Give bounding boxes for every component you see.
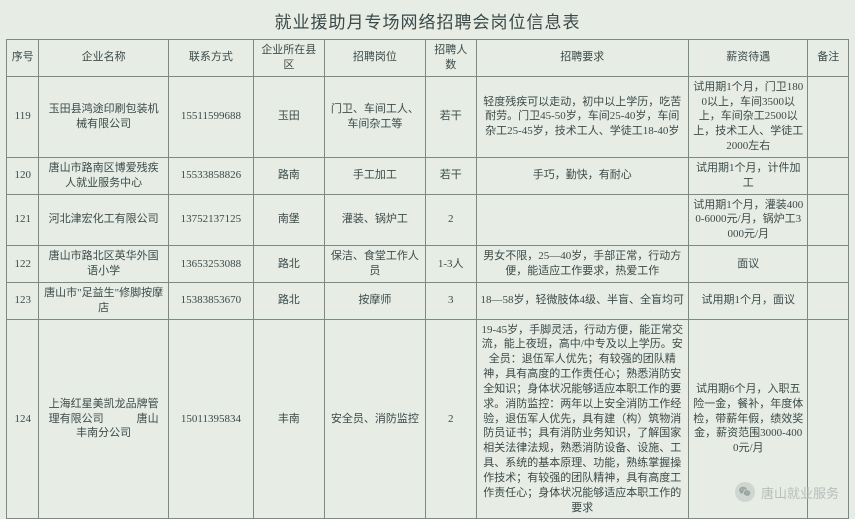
- cell-note: [808, 194, 849, 246]
- cell-note: [808, 157, 849, 194]
- page-title: 就业援助月专场网络招聘会岗位信息表: [6, 4, 849, 39]
- cell-idx: 119: [7, 76, 39, 157]
- cell-num: 2: [425, 319, 476, 519]
- watermark-text: 唐山就业服务: [761, 483, 839, 502]
- cell-sal: 面议: [689, 246, 808, 283]
- table-header-row: 序号 企业名称 联系方式 企业所在县区 招聘岗位 招聘人数 招聘要求 薪资待遇 …: [7, 40, 849, 77]
- cell-idx: 121: [7, 194, 39, 246]
- cell-area: 南堡: [253, 194, 324, 246]
- cell-num: 2: [425, 194, 476, 246]
- cell-phone: 15533858826: [168, 157, 253, 194]
- cell-pos: 安全员、消防监控: [324, 319, 425, 519]
- cell-req: 手巧，勤快，有耐心: [476, 157, 689, 194]
- cell-pos: 按摩师: [324, 282, 425, 319]
- cell-area: 路南: [253, 157, 324, 194]
- cell-phone: 13752137125: [168, 194, 253, 246]
- col-header: 招聘要求: [476, 40, 689, 77]
- cell-idx: 123: [7, 282, 39, 319]
- cell-pos: 手工加工: [324, 157, 425, 194]
- table-row: 119玉田县鸿途印刷包装机械有限公司15511599688玉田门卫、车间工人、车…: [7, 76, 849, 157]
- col-header: 招聘人数: [425, 40, 476, 77]
- cell-idx: 120: [7, 157, 39, 194]
- cell-pos: 灌装、锅炉工: [324, 194, 425, 246]
- cell-req: 19-45岁，手脚灵活，行动方便，能正常交流，能上夜班，高中/中专及以上学历。安…: [476, 319, 689, 519]
- job-table: 序号 企业名称 联系方式 企业所在县区 招聘岗位 招聘人数 招聘要求 薪资待遇 …: [6, 39, 849, 519]
- col-header: 企业所在县区: [253, 40, 324, 77]
- cell-req: 男女不限，25—40岁，手部正常，行动方便，能适应工作要求，热爱工作: [476, 246, 689, 283]
- watermark: 唐山就业服务: [735, 482, 839, 502]
- cell-sal: 试用期1个月，计件加工: [689, 157, 808, 194]
- cell-name: 河北津宏化工有限公司: [39, 194, 169, 246]
- table-row: 122唐山市路北区英华外国语小学13653253088路北保洁、食堂工作人员1-…: [7, 246, 849, 283]
- cell-phone: 15383853670: [168, 282, 253, 319]
- cell-num: 若干: [425, 157, 476, 194]
- cell-req: [476, 194, 689, 246]
- cell-area: 路北: [253, 282, 324, 319]
- cell-name: 玉田县鸿途印刷包装机械有限公司: [39, 76, 169, 157]
- cell-num: 1-3人: [425, 246, 476, 283]
- cell-phone: 13653253088: [168, 246, 253, 283]
- table-row: 121河北津宏化工有限公司13752137125南堡灌装、锅炉工2 试用期1个月，…: [7, 194, 849, 246]
- table-row: 120唐山市路南区博爱残疾人就业服务中心15533858826路南手工加工若干手…: [7, 157, 849, 194]
- wechat-icon: [735, 482, 755, 502]
- cell-phone: 15511599688: [168, 76, 253, 157]
- cell-req: 轻度残疾可以走动，初中以上学历，吃苦耐劳。门卫45-50岁，车间25-40岁，车…: [476, 76, 689, 157]
- cell-pos: 保洁、食堂工作人员: [324, 246, 425, 283]
- cell-note: [808, 282, 849, 319]
- cell-sal: 试用期1个月，灌装4000-6000元/月，锅炉工3000元/月: [689, 194, 808, 246]
- cell-idx: 122: [7, 246, 39, 283]
- cell-name: 唐山市"足益生"修脚按摩店: [39, 282, 169, 319]
- col-header: 薪资待遇: [689, 40, 808, 77]
- cell-idx: 124: [7, 319, 39, 519]
- cell-name: 上海红星美凯龙品牌管理有限公司 唐山丰南分公司: [39, 319, 169, 519]
- col-header: 序号: [7, 40, 39, 77]
- cell-area: 路北: [253, 246, 324, 283]
- cell-num: 3: [425, 282, 476, 319]
- cell-area: 丰南: [253, 319, 324, 519]
- table-row: 123唐山市"足益生"修脚按摩店15383853670路北按摩师318—58岁，…: [7, 282, 849, 319]
- cell-req: 18—58岁，轻微肢体4级、半盲、全盲均可: [476, 282, 689, 319]
- cell-pos: 门卫、车间工人、车间杂工等: [324, 76, 425, 157]
- cell-note: [808, 76, 849, 157]
- document-sheet: 就业援助月专场网络招聘会岗位信息表 序号 企业名称 联系方式 企业所在县区 招聘…: [6, 4, 849, 504]
- table-row: 124上海红星美凯龙品牌管理有限公司 唐山丰南分公司15011395834丰南安…: [7, 319, 849, 519]
- cell-sal: 试用期1个月，门卫1800以上，车间3500以上，车间杂工2500以上，技术工人…: [689, 76, 808, 157]
- col-header: 备注: [808, 40, 849, 77]
- col-header: 企业名称: [39, 40, 169, 77]
- cell-phone: 15011395834: [168, 319, 253, 519]
- col-header: 联系方式: [168, 40, 253, 77]
- cell-sal: 试用期1个月，面议: [689, 282, 808, 319]
- col-header: 招聘岗位: [324, 40, 425, 77]
- cell-name: 唐山市路北区英华外国语小学: [39, 246, 169, 283]
- cell-note: [808, 246, 849, 283]
- cell-num: 若干: [425, 76, 476, 157]
- cell-area: 玉田: [253, 76, 324, 157]
- cell-name: 唐山市路南区博爱残疾人就业服务中心: [39, 157, 169, 194]
